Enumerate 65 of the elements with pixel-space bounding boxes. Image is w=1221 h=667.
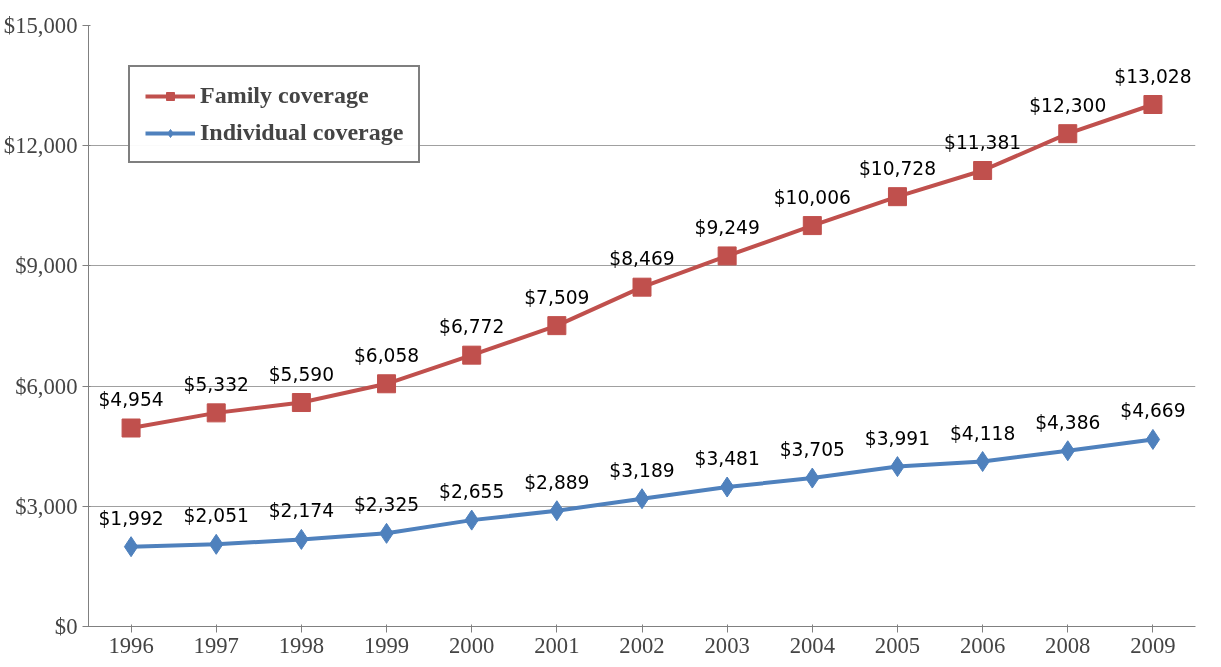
data-label: $2,889 xyxy=(524,471,590,493)
data-label: $10,006 xyxy=(773,186,851,208)
data-label: $3,189 xyxy=(609,459,675,481)
point xyxy=(719,476,735,498)
data-label: $4,954 xyxy=(98,389,164,411)
legend-label: Individual coverage xyxy=(200,119,404,146)
point xyxy=(547,316,567,336)
point xyxy=(973,161,993,180)
data-label: $4,669 xyxy=(1120,400,1186,422)
point xyxy=(206,403,226,423)
data-label: $11,381 xyxy=(944,131,1022,153)
data-label: $3,991 xyxy=(864,427,931,449)
data-label: $1,992 xyxy=(98,507,164,529)
data-label: $6,058 xyxy=(353,344,420,366)
y-tick-label: $6,000 xyxy=(15,373,78,399)
x-tick-label: 2009 xyxy=(1130,632,1176,658)
x-tick-label: 2004 xyxy=(789,632,835,658)
x-tick-label: 2000 xyxy=(449,632,495,658)
data-label: $8,469 xyxy=(609,248,675,270)
data-label: $5,590 xyxy=(268,363,335,385)
data-label: $10,728 xyxy=(858,157,937,179)
x-tick-label: 1999 xyxy=(363,632,410,658)
data-label: $3,481 xyxy=(694,448,760,470)
data-label: $2,325 xyxy=(353,494,420,516)
x-tick-label: 2003 xyxy=(704,632,750,658)
point xyxy=(1143,95,1163,115)
point xyxy=(634,488,650,510)
point xyxy=(123,536,139,558)
data-label: $2,655 xyxy=(439,481,505,503)
point xyxy=(1145,428,1161,450)
legend-label: Family coverage xyxy=(200,82,369,109)
y-tick-label: $3,000 xyxy=(15,493,78,519)
data-label: $9,249 xyxy=(694,216,760,238)
data-label: $12,300 xyxy=(1029,94,1107,116)
point xyxy=(1058,124,1078,144)
x-tick-label: 1998 xyxy=(278,632,325,658)
data-label: $2,051 xyxy=(183,505,249,527)
point xyxy=(802,216,822,236)
x-tick-label: 2006 xyxy=(959,632,1006,658)
data-label: $4,386 xyxy=(1035,411,1101,433)
data-label: $3,705 xyxy=(779,439,845,461)
point xyxy=(377,374,397,394)
x-tick-label: 1996 xyxy=(108,632,154,658)
point xyxy=(632,277,652,297)
data-label: $13,028 xyxy=(1114,65,1192,87)
point xyxy=(887,187,907,207)
data-label: $4,118 xyxy=(949,422,1016,444)
point xyxy=(291,393,311,413)
y-tick-label: $9,000 xyxy=(15,253,78,279)
y-tick-label: $15,000 xyxy=(3,13,78,38)
x-tick-label: 2008 xyxy=(1045,632,1091,658)
data-label: $5,332 xyxy=(183,373,249,395)
x-tick-label: 1997 xyxy=(193,632,239,658)
x-tick-label: 2005 xyxy=(874,632,921,658)
point xyxy=(121,418,141,438)
x-tick-label: 2001 xyxy=(534,632,580,658)
data-label: $2,174 xyxy=(268,500,335,522)
y-tick-label: $0 xyxy=(54,614,78,639)
point xyxy=(717,246,737,266)
data-label: $6,772 xyxy=(439,316,505,338)
x-tick-label: 2002 xyxy=(619,632,665,658)
data-label: $7,509 xyxy=(524,286,590,308)
y-tick-label: $12,000 xyxy=(3,133,78,159)
point xyxy=(462,345,482,365)
point xyxy=(549,500,565,522)
